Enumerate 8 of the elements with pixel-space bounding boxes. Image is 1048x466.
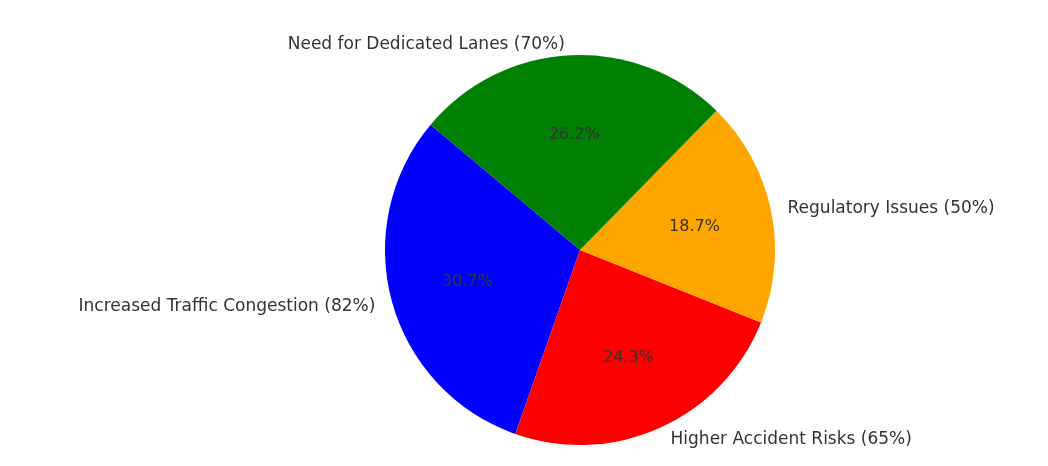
slice-label: Higher Accident Risks (65%) <box>670 428 912 449</box>
data-label: 26.2% <box>548 123 600 143</box>
data-label: 24.3% <box>602 347 654 367</box>
slice-label: Increased Traffic Congestion (82%) <box>78 294 376 315</box>
data-label: 18.7% <box>669 216 720 236</box>
slice-label: Regulatory Issues (50%) <box>787 197 995 218</box>
data-label: 30.7% <box>441 271 493 291</box>
slice-label: Need for Dedicated Lanes (70%) <box>287 33 565 54</box>
